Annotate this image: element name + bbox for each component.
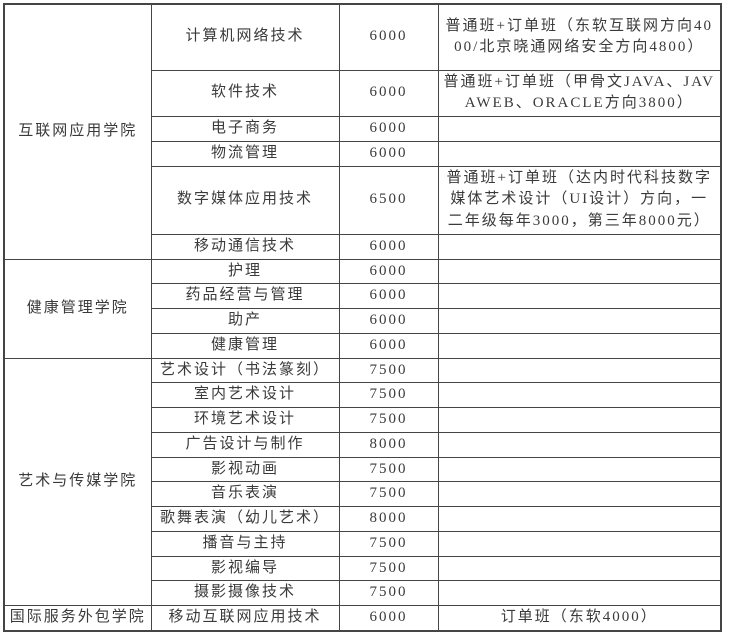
table-row: 影视编导 7500 — [4, 555, 722, 582]
fee-cell: 6000 — [338, 69, 439, 117]
note-cell — [437, 233, 722, 260]
major-cell: 歌舞表演（幼儿艺术） — [150, 506, 340, 532]
fee-cell: 6500 — [338, 165, 439, 235]
major-cell: 摄影摄像技术 — [150, 580, 340, 606]
fee-cell: 6000 — [338, 140, 439, 167]
major-cell: 艺术设计（书法篆刻） — [150, 357, 340, 384]
fee-cell: 7500 — [338, 407, 439, 433]
fee-cell: 7500 — [338, 555, 439, 582]
note-cell — [437, 555, 722, 582]
fee-cell: 6000 — [338, 332, 439, 359]
fee-cell: 6000 — [338, 604, 439, 632]
note-cell: 普通班+订单班（东软互联网方向4000/北京晓通网络安全方向4800） — [437, 3, 722, 71]
table-row: 物流管理 6000 — [4, 140, 722, 167]
note-cell — [437, 407, 722, 433]
note-cell — [437, 580, 722, 606]
fee-cell: 6000 — [338, 258, 439, 285]
college-cell: 国际服务外包学院 — [3, 604, 152, 632]
note-cell — [437, 530, 722, 557]
note-cell: 普通班+订单班（达内时代科技数字媒体艺术设计（UI设计）方向，一二年级每年300… — [437, 165, 722, 235]
note-cell — [437, 332, 722, 359]
note-cell — [437, 116, 722, 142]
table-row: 数字媒体应用技术 6500 普通班+订单班（达内时代科技数字媒体艺术设计（UI设… — [4, 165, 722, 235]
college-cell: 艺术与传媒学院 — [3, 357, 152, 606]
fee-cell: 6000 — [338, 233, 439, 260]
major-cell: 数字媒体应用技术 — [150, 165, 340, 235]
note-cell — [437, 357, 722, 384]
major-cell: 影视动画 — [150, 456, 340, 483]
note-cell — [437, 140, 722, 167]
major-cell: 物流管理 — [150, 140, 340, 167]
major-cell: 室内艺术设计 — [150, 382, 340, 408]
major-cell: 计算机网络技术 — [150, 3, 340, 71]
note-cell: 订单班（东软4000） — [437, 604, 722, 632]
fee-cell: 7500 — [338, 456, 439, 483]
table-row: 国际服务外包学院 移动互联网应用技术 6000 订单班（东软4000） — [3, 604, 722, 632]
note-cell — [437, 308, 722, 334]
major-cell: 护理 — [150, 258, 340, 285]
table-row: 健康管理学院 护理 6000 — [3, 258, 722, 359]
fee-cell: 7500 — [338, 580, 439, 606]
major-cell: 移动互联网应用技术 — [150, 604, 340, 632]
table-row: 歌舞表演（幼儿艺术） 8000 — [4, 506, 722, 532]
table-row: 电子商务 6000 — [4, 116, 722, 142]
fee-cell: 8000 — [338, 431, 439, 458]
major-cell: 播音与主持 — [150, 530, 340, 557]
note-cell — [437, 258, 722, 285]
major-cell: 电子商务 — [150, 116, 340, 142]
table-row: 广告设计与制作 8000 — [4, 431, 722, 458]
fee-cell: 8000 — [338, 506, 439, 532]
table-row: 播音与主持 7500 — [4, 530, 722, 557]
note-cell — [437, 283, 722, 309]
fee-cell: 6000 — [338, 283, 439, 309]
table-row: 影视动画 7500 — [4, 456, 722, 483]
major-cell: 环境艺术设计 — [150, 407, 340, 433]
major-cell: 药品经营与管理 — [150, 283, 340, 309]
major-cell: 音乐表演 — [150, 481, 340, 507]
college-cell: 健康管理学院 — [3, 258, 152, 359]
college-cell: 互联网应用学院 — [3, 3, 152, 260]
tuition-fee-table: 互联网应用学院 计算机网络技术 6000 普通班+订单班（东软互联网方向4000… — [3, 3, 722, 632]
major-cell: 健康管理 — [150, 332, 340, 359]
note-cell — [437, 431, 722, 458]
table-row: 互联网应用学院 计算机网络技术 6000 普通班+订单班（东软互联网方向4000… — [3, 3, 722, 260]
note-cell: 普通班+订单班（甲骨文JAVA、JAVAWEB、ORACLE方向3800） — [437, 69, 722, 117]
major-cell: 影视编导 — [150, 555, 340, 582]
fee-cell: 6000 — [338, 116, 439, 142]
fee-cell: 7500 — [338, 382, 439, 408]
note-cell — [437, 456, 722, 483]
table-row: 软件技术 6000 普通班+订单班（甲骨文JAVA、JAVAWEB、ORACLE… — [4, 69, 722, 117]
major-cell: 软件技术 — [150, 69, 340, 117]
note-cell — [437, 506, 722, 532]
note-cell — [437, 382, 722, 408]
fee-cell: 7500 — [338, 481, 439, 507]
major-cell: 助产 — [150, 308, 340, 334]
fee-cell: 6000 — [338, 3, 439, 71]
fee-cell: 6000 — [338, 308, 439, 334]
fee-cell: 7500 — [338, 530, 439, 557]
fee-cell: 7500 — [338, 357, 439, 384]
table-row: 艺术与传媒学院 艺术设计（书法篆刻） 7500 — [3, 357, 722, 606]
table-row: 室内艺术设计 7500 — [4, 382, 722, 408]
major-cell: 移动通信技术 — [150, 233, 340, 260]
note-cell — [437, 481, 722, 507]
major-cell: 广告设计与制作 — [150, 431, 340, 458]
table-row: 摄影摄像技术 7500 — [4, 580, 722, 606]
